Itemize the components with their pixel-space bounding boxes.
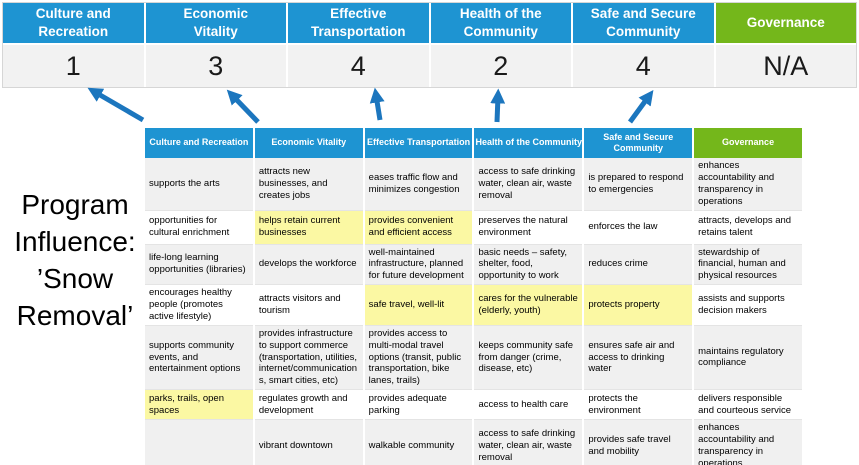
matrix-cell: assists and supports decision makers <box>694 285 802 326</box>
pillar-score-effective-transportation: 4 <box>288 45 429 87</box>
matrix-header-effective-transportation: Effective Transportation <box>364 128 473 158</box>
matrix-cell: preserves the natural environment <box>474 210 583 245</box>
pillar-label-safe-and-secure-community: Safe and Secure Community <box>573 3 714 43</box>
matrix-cell: encourages healthy people (promotes acti… <box>145 285 253 326</box>
matrix-cell-highlighted: protects property <box>584 285 693 326</box>
matrix-cell: access to safe drinking water, clean air… <box>474 158 583 211</box>
pillar-label-governance: Governance <box>715 3 856 43</box>
matrix-row: supports community events, and entertain… <box>145 325 802 391</box>
up-arrow-economic <box>226 89 260 124</box>
up-arrow-safe <box>627 89 654 124</box>
matrix-cell: walkable community <box>364 420 473 465</box>
pillar-label-culture-and-recreation: Culture and Recreation <box>3 3 144 43</box>
matrix-cell-highlighted: provides safe travel and mobility <box>584 420 693 465</box>
matrix-row: life-long learning opportunities (librar… <box>145 244 802 286</box>
matrix-row: parks, trails, open spaces regulates grow… <box>145 390 802 421</box>
pillar-score-governance: N/A <box>715 45 856 87</box>
matrix-cell-highlighted: helps retain current businesses <box>254 210 363 245</box>
matrix-cell-highlighted: provides convenient and efficient access <box>364 210 473 245</box>
matrix-cell-highlighted: eases traffic flow and minimizes congest… <box>364 158 473 211</box>
matrix-row: opportunities for cultural enrichment hel… <box>145 210 802 245</box>
matrix-header-culture-and-recreation: Culture and Recreation <box>145 128 253 158</box>
matrix-cell-highlighted: basic needs – safety, shelter, food, opp… <box>474 244 583 286</box>
matrix-header-economic-vitality: Economic Vitality <box>254 128 363 158</box>
matrix-header-safe-and-secure-community: Safe and Secure Community <box>584 128 693 158</box>
matrix-cell: develops the workforce <box>254 244 363 286</box>
pillar-score-economic-vitality: 3 <box>145 45 286 87</box>
matrix-cell: provides adequate parking <box>364 390 473 421</box>
matrix-cell: attracts new businesses, and creates job… <box>254 158 363 211</box>
scoreboard-labels-row: Culture and Recreation Economic Vitality E… <box>3 3 856 43</box>
matrix-row: vibrant downtown walkable community access… <box>145 420 802 465</box>
pillar-label-health-of-the-community: Health of the Community <box>430 3 571 43</box>
matrix-cell-highlighted: provides infrastructure to support comme… <box>254 325 363 391</box>
pillar-score-culture-and-recreation: 1 <box>3 45 144 87</box>
program-influence-title: Program Influence: ’Snow Removal’ <box>14 189 136 331</box>
pillar-score-safe-and-secure-community: 4 <box>573 45 714 87</box>
matrix-cell: maintains regulatory compliance <box>694 325 802 391</box>
matrix-cell: vibrant downtown <box>254 420 363 465</box>
matrix-cell: reduces crime <box>584 244 693 286</box>
matrix-cell: access to safe drinking water, clean air… <box>474 420 583 465</box>
matrix-cell: ensures safe air and access to drinking … <box>584 325 693 391</box>
up-arrow-transportation <box>369 87 385 121</box>
pillar-label-effective-transportation: Effective Transportation <box>288 3 429 43</box>
matrix-cell: protects the environment <box>584 390 693 421</box>
matrix-cell: enhances accountability and transparency… <box>694 420 802 465</box>
matrix-cell: life-long learning opportunities (librar… <box>145 244 253 286</box>
matrix-cell: opportunities for cultural enrichment <box>145 210 253 245</box>
matrix-cell: attracts, develops and retains talent <box>694 210 802 245</box>
matrix-header-health-of-the-community: Health of the Community <box>474 128 583 158</box>
matrix-cell <box>145 420 253 465</box>
matrix-cell: supports community events, and entertain… <box>145 325 253 391</box>
pillar-label-economic-vitality: Economic Vitality <box>145 3 286 43</box>
matrix-header-row: Culture and Recreation Economic Vitality E… <box>145 128 802 158</box>
matrix-cell-highlighted: parks, trails, open spaces <box>145 390 253 421</box>
matrix-cell-highlighted: provides access to multi-modal travel op… <box>364 325 473 391</box>
matrix-cell: enforces the law <box>584 210 693 245</box>
scoreboard: Culture and Recreation Economic Vitality E… <box>2 2 857 88</box>
scoreboard-scores-row: 1 3 4 2 4 N/A <box>3 45 856 87</box>
matrix-header-governance: Governance <box>694 128 802 158</box>
arrows-layer <box>87 87 654 124</box>
matrix-cell-highlighted: safe travel, well-lit <box>364 285 473 326</box>
matrix-cell: attracts visitors and tourism <box>254 285 363 326</box>
matrix-cell: supports the arts <box>145 158 253 211</box>
matrix-cell: regulates growth and development <box>254 390 363 421</box>
up-arrow-culture <box>87 87 145 123</box>
matrix-cell-highlighted: is prepared to respond to emergencies <box>584 158 693 211</box>
matrix-body: supports the arts attracts new businesses… <box>145 158 802 465</box>
matrix-cell-highlighted: keeps community safe from danger (crime,… <box>474 325 583 391</box>
matrix-cell-highlighted: cares for the vulnerable (elderly, youth… <box>474 285 583 326</box>
pillar-score-health-of-the-community: 2 <box>430 45 571 87</box>
matrix-cell: well-maintained infrastructure, planned … <box>364 244 473 286</box>
influence-matrix: Culture and Recreation Economic Vitality E… <box>143 128 804 465</box>
matrix-cell: delivers responsible and courteous servi… <box>694 390 802 421</box>
matrix-cell: access to health care <box>474 390 583 421</box>
matrix-row: supports the arts attracts new businesses… <box>145 158 802 211</box>
matrix-cell: stewardship of financial, human and phys… <box>694 244 802 286</box>
matrix-row: encourages healthy people (promotes acti… <box>145 285 802 326</box>
matrix-cell: enhances accountability and transparency… <box>694 158 802 211</box>
up-arrow-health <box>490 88 506 123</box>
